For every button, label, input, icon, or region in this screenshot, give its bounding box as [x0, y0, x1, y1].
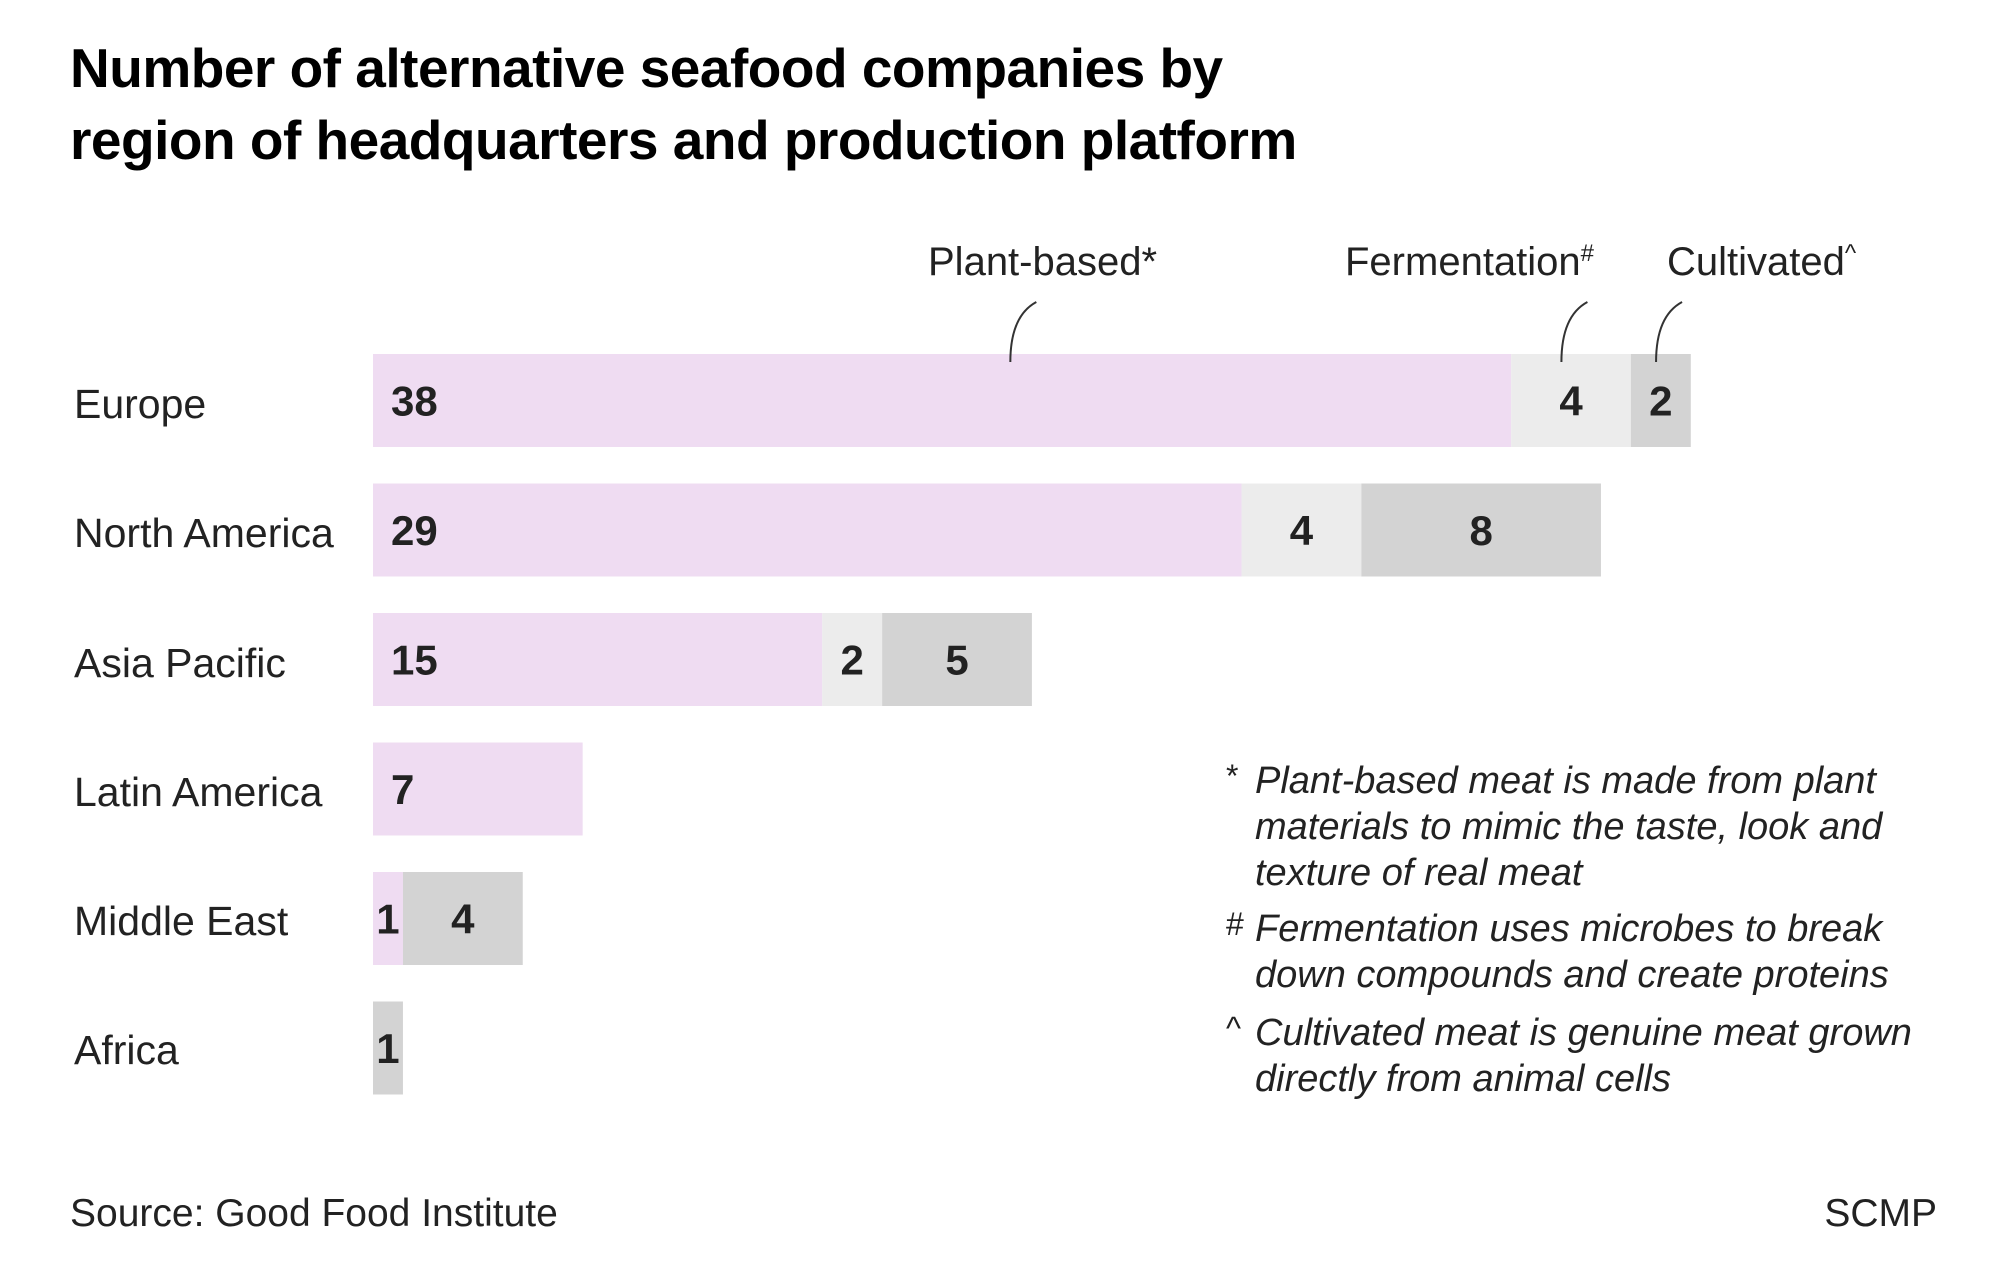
footnote-mark-plant-based: * [1226, 758, 1239, 794]
bar-middle-east-plant-based [373, 872, 403, 965]
credit-label: SCMP [1824, 1192, 1937, 1235]
value-label-latin-america-plant-based: 7 [391, 766, 414, 813]
value-label-europe-fermentation: 4 [1559, 378, 1583, 425]
legend-label-fermentation: Fermentation# [1345, 240, 1595, 284]
bar-europe-fermentation [1511, 354, 1631, 447]
footnote-fermentation: Fermentation uses microbes to break down… [1255, 908, 1889, 996]
bar-north-america-fermentation [1241, 483, 1362, 577]
footnote-mark-fermentation: # [1226, 906, 1244, 942]
value-label-middle-east-cultivated: 4 [451, 896, 475, 943]
bar-europe-plant-based [373, 354, 1512, 447]
bar-middle-east-cultivated [402, 872, 523, 965]
legend-label-plant-based: Plant-based* [928, 240, 1158, 284]
footnote-plant-based: Plant-based meat is made from plant mate… [1255, 760, 1883, 894]
category-label-latin-america: Latin America [74, 769, 323, 815]
bar-africa-cultivated [373, 1001, 403, 1095]
category-label-europe: Europe [74, 381, 207, 427]
category-label-africa: Africa [74, 1027, 179, 1073]
category-label-north-america: North America [74, 510, 334, 556]
bar-north-america-plant-based [373, 483, 1242, 577]
value-label-middle-east-plant-based: 1 [376, 896, 399, 943]
footnote-cultivated: Cultivated meat is genuine meat grown di… [1255, 1012, 1912, 1100]
legend-connector-cultivated [1655, 301, 1683, 363]
bar-group: 38 4 2 29 4 8 15 2 5 7 1 4 1 [373, 354, 1691, 1095]
value-label-africa-cultivated: 1 [376, 1025, 399, 1072]
value-label-north-america-plant-based: 29 [391, 507, 438, 554]
legend-connectors [1009, 301, 1683, 363]
value-label-europe-cultivated: 2 [1649, 378, 1672, 425]
bar-asia-pacific-fermentation [822, 613, 883, 706]
legend-label-cultivated: Cultivated^ [1667, 240, 1857, 284]
bar-latin-america-plant-based [373, 742, 583, 836]
value-label-europe-plant-based: 38 [391, 378, 438, 425]
bar-asia-pacific-plant-based [373, 613, 823, 706]
chart-title-line-1: Number of alternative seafood companies … [70, 37, 1223, 99]
legend-connector-fermentation [1560, 301, 1588, 363]
value-label-north-america-fermentation: 4 [1290, 507, 1314, 554]
bar-north-america-cultivated [1361, 483, 1601, 577]
bar-europe-cultivated [1630, 354, 1691, 447]
chart-title-line-2: region of headquarters and production pl… [70, 109, 1297, 171]
category-label-asia-pacific: Asia Pacific [74, 640, 286, 686]
bar-asia-pacific-cultivated [882, 613, 1032, 706]
value-label-asia-pacific-cultivated: 5 [945, 637, 968, 684]
legend-connector-plant-based [1009, 301, 1037, 363]
footnote-mark-cultivated: ^ [1226, 1010, 1242, 1046]
category-label-middle-east: Middle East [74, 898, 289, 944]
value-label-north-america-cultivated: 8 [1469, 507, 1492, 554]
source-note: Source: Good Food Institute [70, 1192, 558, 1235]
value-label-asia-pacific-plant-based: 15 [391, 637, 438, 684]
value-label-asia-pacific-fermentation: 2 [841, 637, 864, 684]
